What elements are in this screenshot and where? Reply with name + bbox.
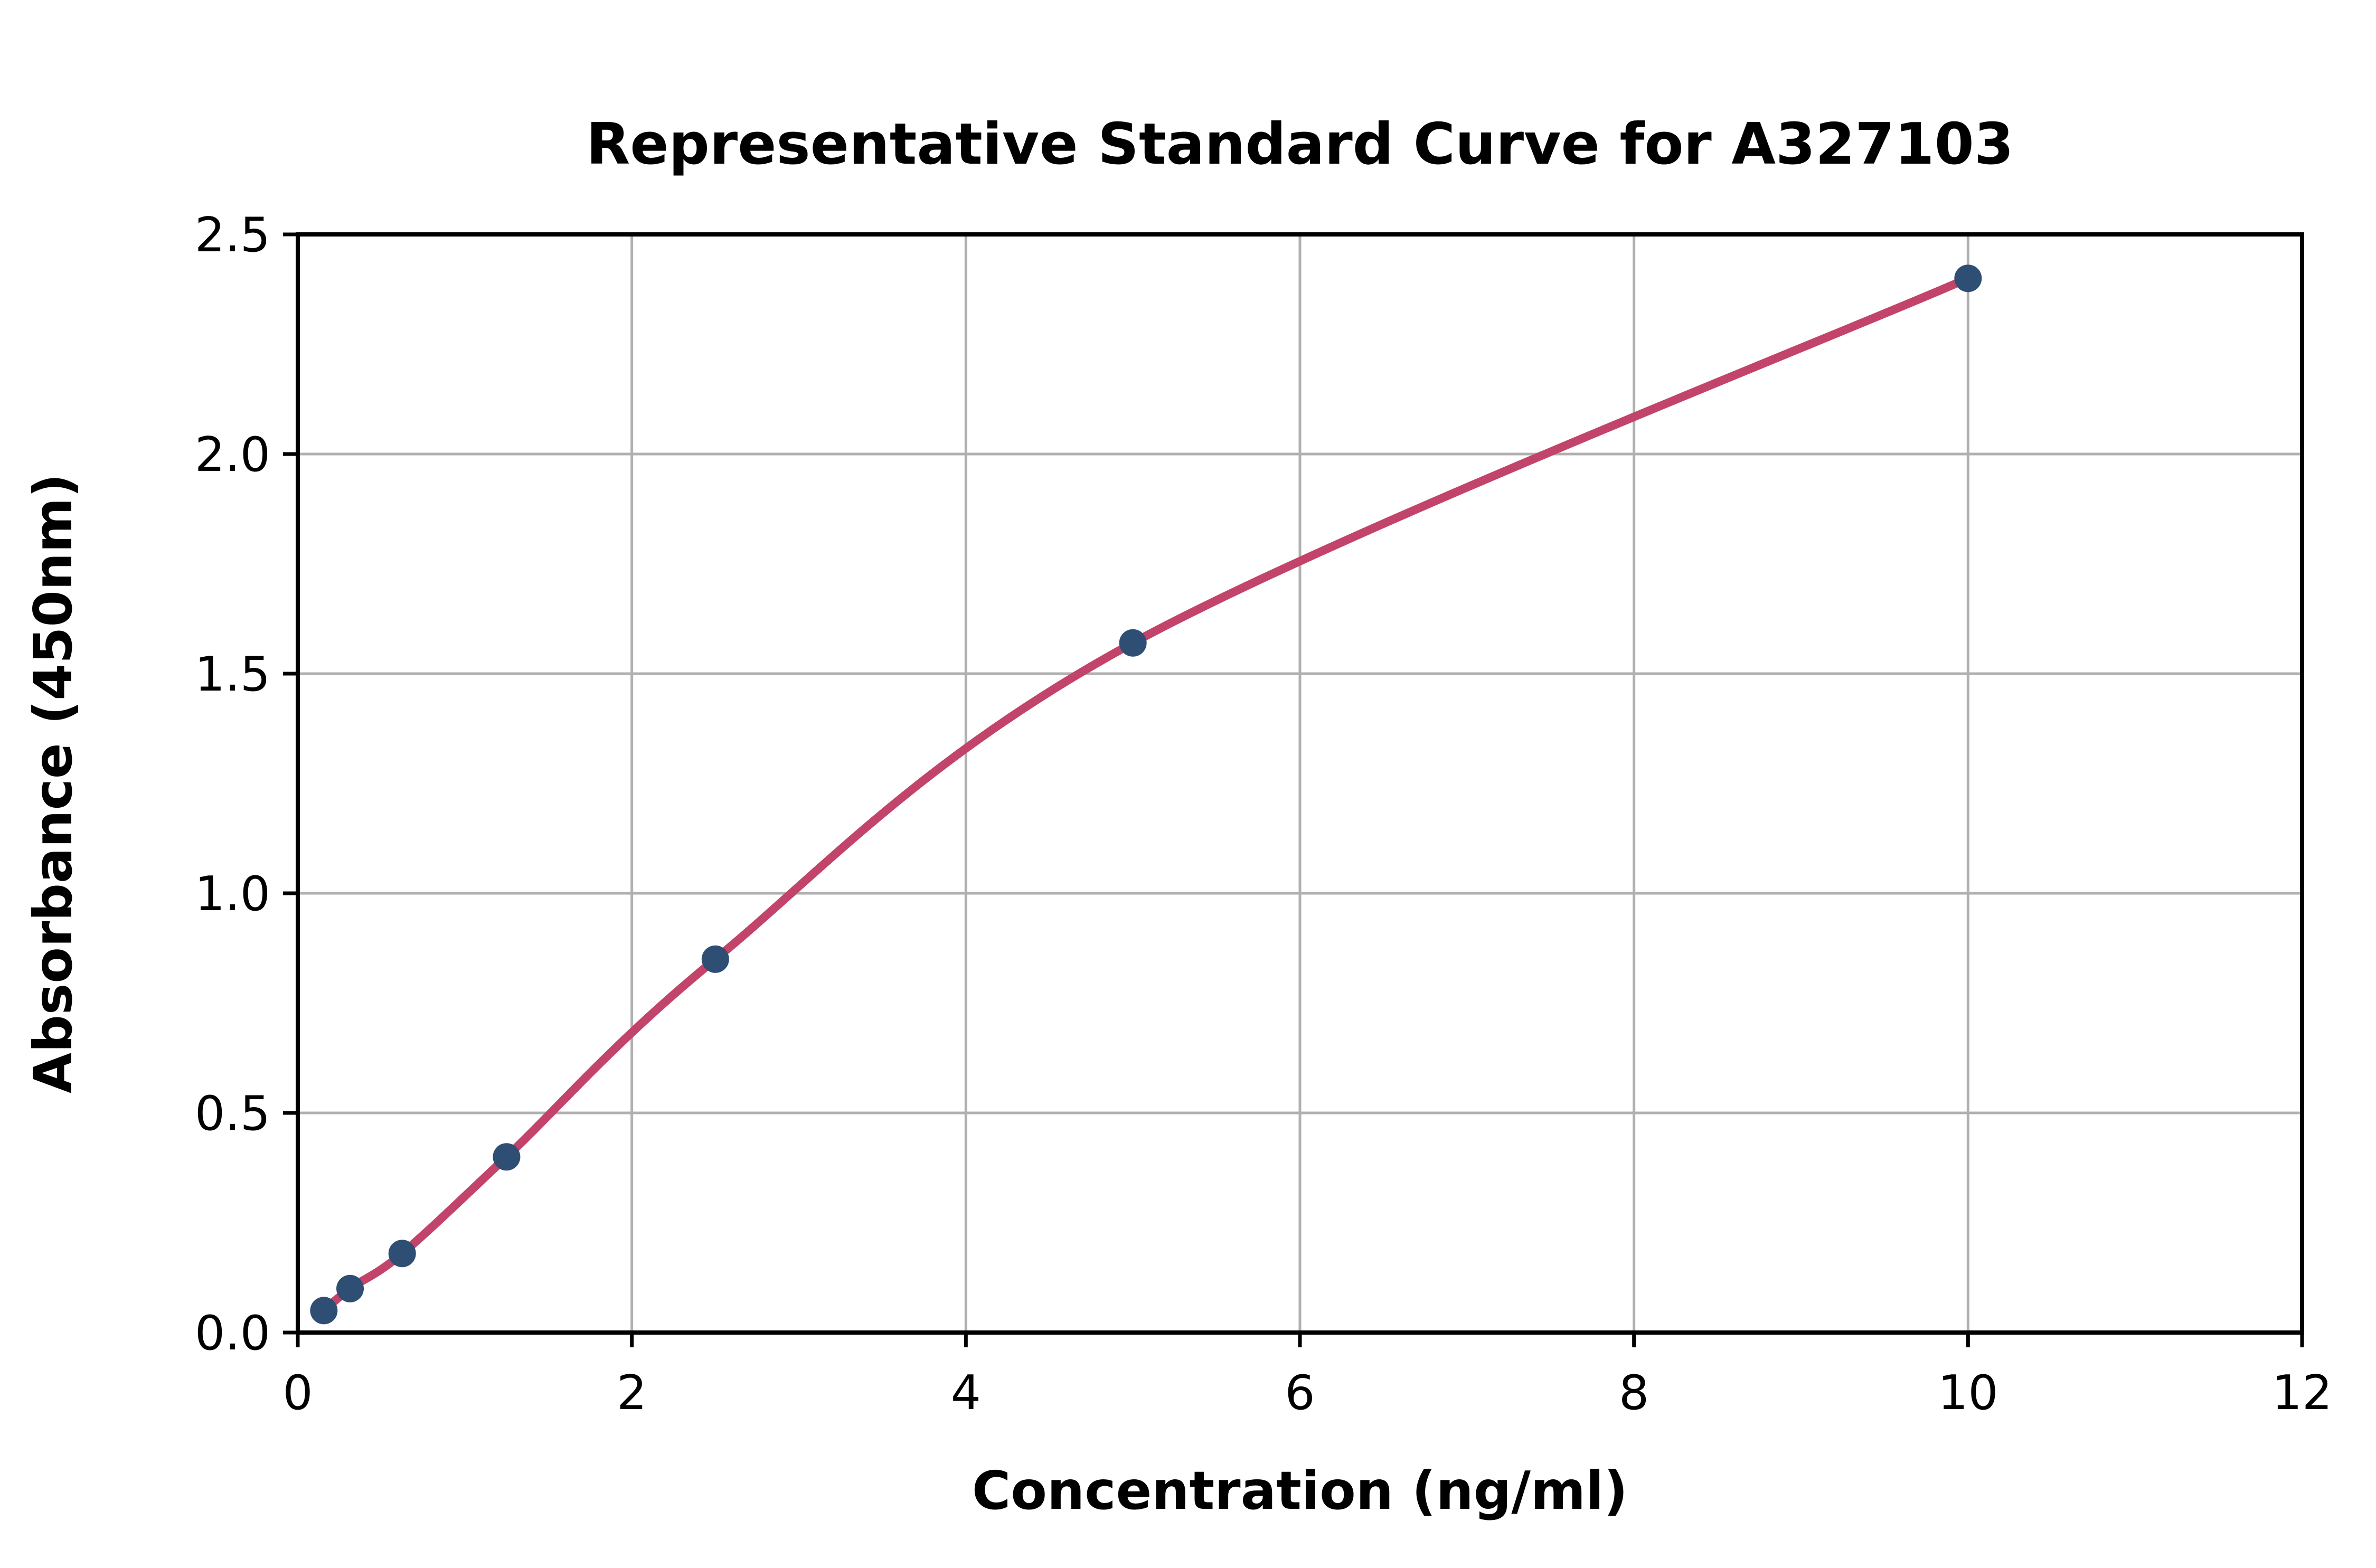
y-axis-label: Absorbance (450nm) (22, 474, 84, 1093)
x-tick-label: 12 (2272, 1365, 2333, 1421)
y-tick-label: 0.5 (195, 1086, 270, 1141)
y-tick-label: 2.0 (195, 427, 270, 483)
x-tick-label: 10 (1938, 1365, 1998, 1421)
y-tick-label: 1.5 (195, 647, 270, 702)
chart-title: Representative Standard Curve for A32710… (586, 111, 2014, 177)
y-tick-label: 1.0 (195, 866, 270, 922)
x-tick-label: 0 (282, 1365, 313, 1421)
x-axis-label: Concentration (ng/ml) (972, 1460, 1628, 1522)
axis-ticks (283, 232, 2304, 1347)
data-point (336, 1274, 364, 1302)
x-tick-label: 8 (1619, 1365, 1649, 1421)
data-point (310, 1297, 338, 1325)
x-tick-label: 4 (951, 1365, 981, 1421)
x-tick-label: 6 (1285, 1365, 1315, 1421)
data-points (310, 265, 1982, 1325)
axis-tick-labels: 0 2 4 6 8 10 12 0.0 0.5 1.0 1.5 2.0 2.5 (195, 207, 2332, 1421)
data-point (1119, 629, 1147, 657)
x-tick-label: 2 (617, 1365, 647, 1421)
data-point (1954, 265, 1982, 292)
data-point (701, 945, 729, 973)
data-point (493, 1143, 521, 1171)
y-tick-label: 2.5 (195, 207, 270, 263)
y-tick-label: 0.0 (195, 1306, 270, 1361)
data-point (388, 1240, 416, 1268)
gridlines (298, 234, 2302, 1333)
